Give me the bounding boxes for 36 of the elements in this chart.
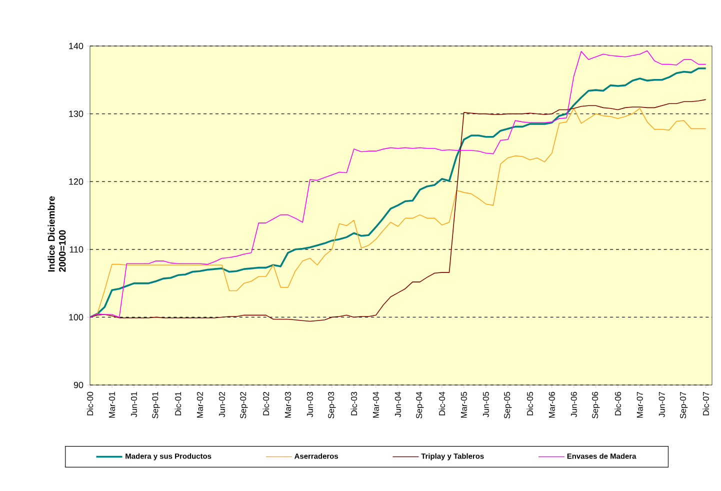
x-tick-label: Sep-05 bbox=[504, 392, 512, 418]
x-tick-label: Mar-06 bbox=[548, 392, 555, 418]
x-tick-label: Sep-06 bbox=[592, 392, 600, 418]
y-axis-title: Indice Diciembre 2000=100 bbox=[48, 196, 66, 272]
x-tick-label: Dic-05 bbox=[526, 392, 533, 416]
x-tick-label: Mar-02 bbox=[196, 392, 203, 418]
x-tick-label: Mar-07 bbox=[636, 392, 643, 418]
x-tick-label: Jun-02 bbox=[218, 392, 225, 418]
y-tick-label: 100 bbox=[69, 314, 84, 320]
x-tick-label: Dic-01 bbox=[174, 392, 182, 416]
x-tick-label: Jun-04 bbox=[394, 392, 401, 418]
x-tick-label: Dic-02 bbox=[262, 392, 270, 416]
x-tick-label: Mar-01 bbox=[109, 392, 115, 418]
y-tick-label: 120 bbox=[69, 178, 84, 185]
x-tick-label: Jun-05 bbox=[482, 392, 489, 418]
x-tick-label: Mar-05 bbox=[460, 392, 467, 418]
x-tick-label: Mar-04 bbox=[372, 392, 379, 418]
x-tick-label: Dic-03 bbox=[350, 392, 358, 416]
y-tick-label: 90 bbox=[74, 382, 84, 388]
x-tick-label: Dic-07 bbox=[702, 392, 709, 416]
x-tick-label: Dic-06 bbox=[614, 392, 621, 416]
x-tick-label: Jun-07 bbox=[658, 392, 665, 418]
y-tick-label: 110 bbox=[70, 246, 84, 253]
y-tick-label: 140 bbox=[69, 42, 84, 50]
x-tick-label: Sep-04 bbox=[416, 392, 424, 418]
x-tick-label: Dic-00 bbox=[86, 392, 94, 416]
x-tick-label: Jun-01 bbox=[131, 392, 137, 418]
x-tick-label: Sep-07 bbox=[680, 392, 688, 418]
x-tick-label: Jun-06 bbox=[570, 392, 577, 418]
x-tick-label: Sep-01 bbox=[152, 392, 160, 418]
x-tick-label: Jun-03 bbox=[306, 392, 313, 418]
x-tick-label: Mar-03 bbox=[284, 392, 291, 418]
x-tick-label: Sep-03 bbox=[328, 392, 336, 418]
x-tick-label: Sep-02 bbox=[240, 392, 248, 418]
y-tick-label: 130 bbox=[69, 110, 84, 117]
x-tick-label: Dic-04 bbox=[438, 392, 446, 416]
